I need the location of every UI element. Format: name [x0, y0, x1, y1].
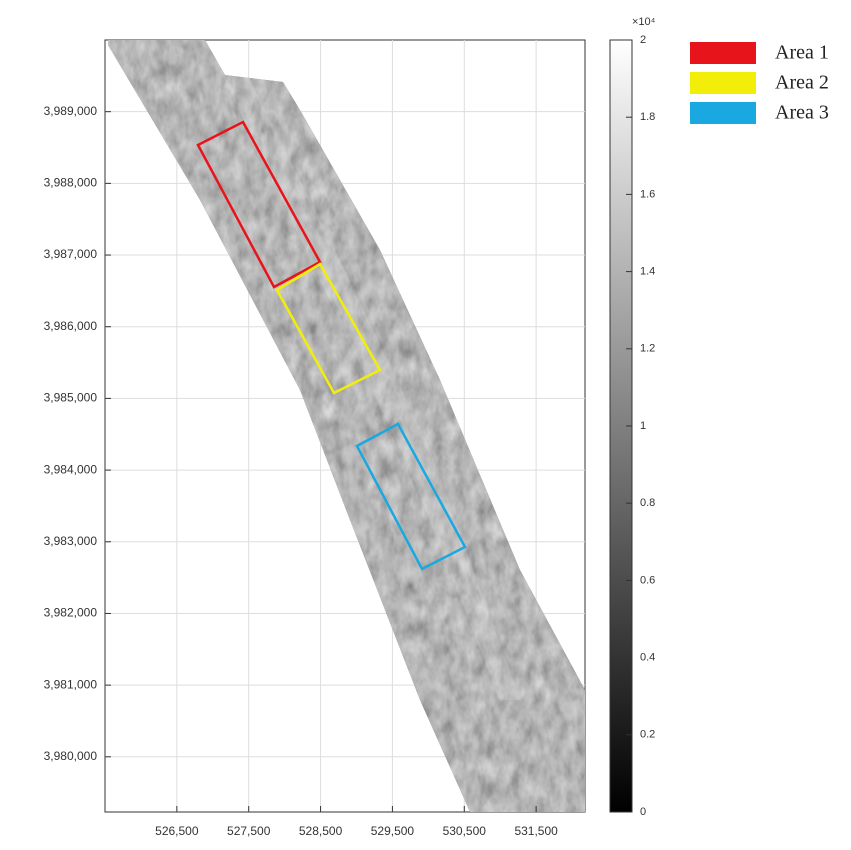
y-tick-label: 3,989,000 — [44, 104, 98, 118]
map-figure: ×10⁴ 526,500 527,500 528,500 529,500 530,500… — [0, 0, 851, 850]
legend-label: Area 3 — [775, 102, 829, 124]
legend-label: Area 2 — [775, 72, 829, 94]
y-tick-label: 3,987,000 — [44, 247, 98, 261]
colorbar-tick-label: 1.8 — [640, 111, 655, 123]
legend-swatch — [690, 102, 756, 124]
colorbar-tick-label: 0.6 — [640, 574, 655, 586]
x-tick-label: 530,500 — [443, 824, 487, 838]
y-tick-label: 3,988,000 — [44, 176, 98, 190]
legend-swatch — [690, 72, 756, 94]
y-tick-label: 3,983,000 — [44, 534, 98, 548]
x-tick-label: 526,500 — [155, 824, 199, 838]
colorbar-tick-label: 1 — [640, 420, 646, 432]
y-tick-label: 3,984,000 — [44, 462, 98, 476]
colorbar-tick-label: 2 — [640, 34, 646, 46]
colorbar-tick-label: 0.2 — [640, 729, 655, 741]
colorbar-tick-label: 1.6 — [640, 188, 655, 200]
legend-swatch — [690, 42, 756, 64]
y-tick-label: 3,981,000 — [44, 677, 98, 691]
colorbar-multiplier: ×10⁴ — [632, 16, 656, 28]
x-tick-label: 531,500 — [514, 824, 558, 838]
x-tick-label: 527,500 — [227, 824, 271, 838]
x-tick-label: 528,500 — [299, 824, 343, 838]
y-tick-label: 3,986,000 — [44, 319, 98, 333]
colorbar-tick-label: 1.2 — [640, 343, 655, 355]
y-tick-label: 3,985,000 — [44, 391, 98, 405]
legend-label: Area 1 — [775, 42, 829, 64]
y-tick-label: 3,980,000 — [44, 749, 98, 763]
y-tick-label: 3,982,000 — [44, 606, 98, 620]
colorbar-tick-label: 0 — [640, 806, 646, 818]
x-tick-label: 529,500 — [371, 824, 415, 838]
colorbar-tick-label: 0.4 — [640, 652, 655, 664]
colorbar-tick-label: 1.4 — [640, 266, 655, 278]
colorbar-tick-label: 0.8 — [640, 497, 655, 509]
